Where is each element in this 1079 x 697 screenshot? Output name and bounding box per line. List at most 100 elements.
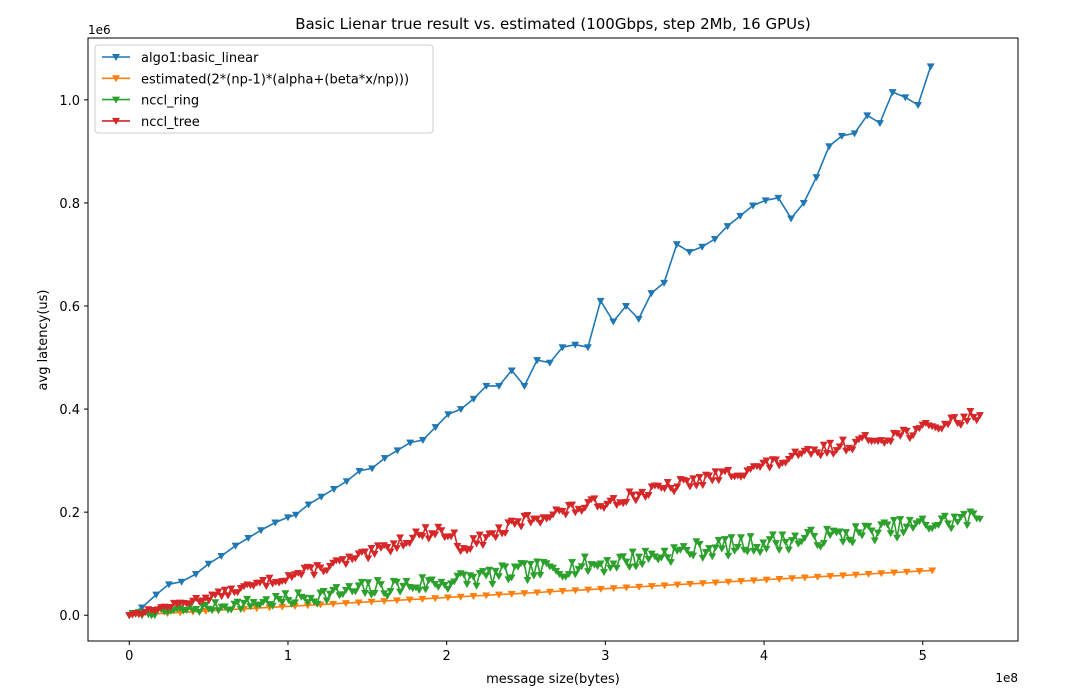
data-point: [396, 534, 405, 542]
data-point: [345, 583, 354, 591]
data-point: [450, 578, 459, 586]
data-point: [670, 488, 679, 496]
data-point: [290, 599, 299, 607]
data-point: [921, 522, 930, 530]
data-point: [545, 588, 554, 596]
data-point: [787, 215, 796, 223]
data-point: [711, 579, 720, 587]
data-point: [603, 557, 612, 565]
data-point: [826, 439, 835, 447]
data-point: [239, 599, 248, 607]
data-point: [737, 578, 746, 586]
data-point: [870, 537, 879, 545]
data-point: [507, 574, 516, 582]
x-tick-label: 4: [760, 649, 768, 664]
data-point: [896, 516, 905, 524]
data-point: [886, 530, 895, 538]
data-point: [533, 558, 542, 566]
data-point: [488, 530, 497, 538]
data-point: [686, 580, 695, 589]
data-point: [807, 526, 816, 534]
data-point: [638, 488, 647, 496]
data-point: [775, 546, 784, 554]
y-offset-label: 1e6: [88, 23, 111, 37]
data-point: [256, 527, 266, 535]
data-point: [281, 590, 290, 598]
data-point: [584, 499, 593, 507]
data-point: [386, 588, 395, 596]
data-point: [644, 492, 653, 500]
data-point: [816, 452, 825, 460]
data-point: [708, 553, 717, 561]
chart-title: Basic Lienar true result vs. estimated (…: [295, 15, 811, 33]
data-point: [762, 545, 771, 553]
data-point: [682, 477, 691, 485]
data-point: [736, 212, 745, 220]
data-point: [959, 413, 969, 421]
data-point: [300, 594, 309, 602]
data-point: [564, 571, 573, 579]
data-point: [306, 594, 315, 602]
data-point: [558, 344, 567, 352]
x-tick-label: 5: [919, 649, 927, 664]
data-point: [495, 382, 504, 390]
data-point: [873, 529, 882, 537]
data-point: [304, 501, 313, 509]
data-point: [383, 592, 392, 600]
data-point: [765, 536, 774, 544]
data-point: [360, 548, 370, 556]
data-point: [599, 504, 608, 513]
data-point: [902, 523, 911, 531]
data-point: [944, 520, 953, 528]
data-point: [231, 542, 240, 550]
data-point: [520, 590, 529, 598]
data-point: [501, 530, 510, 538]
data-point: [826, 532, 835, 540]
data-point: [698, 482, 707, 490]
data-point: [913, 102, 923, 110]
data-point: [571, 587, 580, 595]
data-point: [644, 556, 653, 564]
data-point: [440, 582, 449, 590]
data-point: [368, 465, 377, 473]
data-point: [596, 560, 605, 568]
data-point: [211, 599, 220, 607]
data-point: [520, 560, 529, 568]
data-point: [341, 561, 350, 569]
data-point: [482, 534, 491, 542]
data-point: [756, 464, 765, 472]
data-point: [599, 569, 608, 577]
data-point: [577, 563, 586, 571]
data-point: [953, 518, 962, 526]
data-point: [431, 531, 440, 539]
data-point: [283, 514, 292, 522]
data-point: [825, 143, 834, 151]
data-point: [393, 447, 402, 455]
data-point: [736, 534, 745, 542]
data-point: [660, 582, 669, 590]
data-point: [695, 541, 704, 549]
data-point: [685, 248, 694, 256]
data-point: [787, 452, 796, 460]
data-point: [354, 582, 363, 590]
legend: algo1:basic_linear estimated(2*(np-1)*(al…: [94, 44, 434, 134]
data-point: [819, 441, 828, 449]
data-point: [338, 591, 347, 599]
data-point: [727, 534, 736, 542]
data-point: [842, 529, 851, 537]
data-point: [635, 583, 644, 591]
data-point: [666, 559, 675, 567]
data-point: [421, 524, 430, 532]
data-point: [244, 534, 253, 543]
data-point: [975, 412, 984, 420]
data-point: [281, 577, 290, 585]
data-point: [660, 485, 669, 493]
data-point: [482, 572, 491, 580]
data-point: [775, 575, 784, 584]
data-point: [268, 602, 277, 610]
data-point: [752, 543, 761, 552]
data-point: [351, 588, 360, 596]
data-point: [249, 582, 258, 590]
data-point: [233, 589, 242, 597]
